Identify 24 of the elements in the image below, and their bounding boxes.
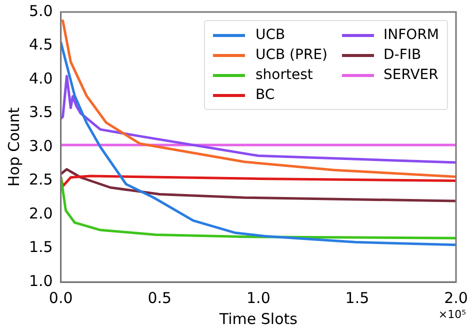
y-axis-title: Hop Count [4,107,23,187]
x-tick-label: 1.0 [246,288,270,307]
y-tick-label: 3.0 [28,136,53,155]
x-axis-title: Time Slots [218,310,298,328]
legend-label: D-FIB [384,46,422,65]
y-tick-label: 3.5 [28,103,53,122]
text: ×10⁵ [438,308,466,321]
y-tick-label: 2.5 [28,170,53,189]
y-tick-label: 1.0 [28,272,53,290]
legend-label: UCB (PRE) [255,46,328,65]
y-tick-label: 2.0 [28,204,53,222]
y-tick-label: 5.0 [28,2,53,20]
legend-label: INFORM [384,26,439,45]
y-tick-label: 4.5 [28,36,53,54]
legend-label: BC [255,86,275,105]
legend-label: UCB [255,26,286,45]
legend-label: shortest [255,66,313,85]
y-tick-label: 1.5 [28,238,53,256]
legend-label: SERVER [384,66,438,85]
x-tick-label: 2.0 [444,288,468,307]
x-tick-label: 1.5 [345,288,370,307]
x-tick-label: 0.5 [148,288,172,307]
y-tick-label: 4.0 [28,69,53,88]
x-tick-label: 0.0 [48,288,73,307]
